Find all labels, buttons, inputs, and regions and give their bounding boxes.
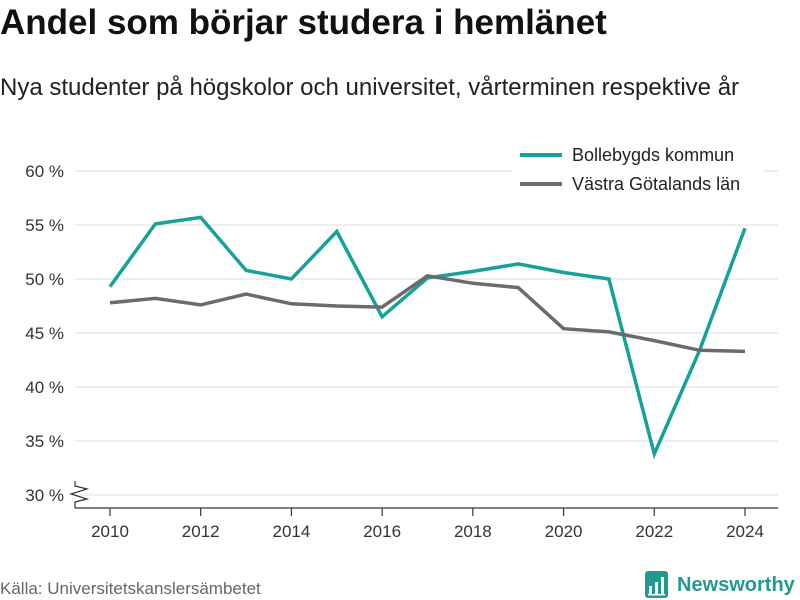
y-tick-label: 30 % bbox=[25, 486, 64, 505]
axis-break-zigzag bbox=[68, 481, 90, 508]
legend-background bbox=[512, 140, 764, 198]
y-tick-label: 40 % bbox=[25, 378, 64, 397]
x-tick-label: 2024 bbox=[726, 522, 764, 541]
x-tick-label: 2014 bbox=[273, 522, 311, 541]
x-tick-label: 2010 bbox=[91, 522, 129, 541]
x-tick-label: 2012 bbox=[182, 522, 220, 541]
legend-item-bollebygds-kommun: Bollebygds kommun bbox=[520, 145, 734, 165]
y-tick-label: 45 % bbox=[25, 324, 64, 343]
x-tick-label: 2022 bbox=[635, 522, 673, 541]
y-axis-break-symbol bbox=[68, 481, 90, 508]
legend: Bollebygds kommun Västra Götalands län bbox=[512, 140, 764, 198]
series-lines bbox=[108, 215, 747, 460]
brand-name: Newsworthy bbox=[677, 573, 795, 596]
legend-label: Västra Götalands län bbox=[572, 174, 740, 194]
y-axis-tick-labels: 30 % 35 % 40 % 45 % 50 % 55 % 60 % bbox=[25, 162, 64, 505]
x-tick-label: 2018 bbox=[454, 522, 492, 541]
source-note: Källa: Universitetskanslersämbetet bbox=[0, 579, 261, 598]
y-tick-label: 55 % bbox=[25, 216, 64, 235]
brand-logo: Newsworthy bbox=[645, 571, 795, 598]
newsworthy-logo-icon bbox=[645, 571, 668, 598]
chart-title: Andel som börjar studera i hemlänet bbox=[0, 3, 607, 42]
legend-label: Bollebygds kommun bbox=[572, 145, 734, 165]
y-tick-label: 50 % bbox=[25, 270, 64, 289]
x-tick-label: 2016 bbox=[363, 522, 401, 541]
y-tick-label: 60 % bbox=[25, 162, 64, 181]
legend-item-vastra-gotalands-lan: Västra Götalands län bbox=[520, 174, 740, 194]
y-tick-label: 35 % bbox=[25, 432, 64, 451]
x-axis: 2010 2012 2014 2016 2018 2020 2022 2024 bbox=[75, 507, 778, 541]
series-line-bollebygds-kommun bbox=[108, 215, 747, 460]
x-tick-label: 2020 bbox=[545, 522, 583, 541]
chart-subtitle: Nya studenter på högskolor och universit… bbox=[0, 74, 740, 101]
series-line-vastra-gotalands-lan bbox=[109, 273, 746, 354]
